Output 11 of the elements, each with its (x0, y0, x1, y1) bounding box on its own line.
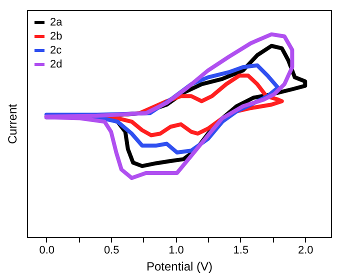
x-axis-title: Potential (V) (146, 260, 213, 274)
x-tick-label: 1.0 (168, 244, 184, 256)
x-tick-label: 0.0 (39, 244, 55, 256)
legend-label: 2b (50, 30, 62, 42)
x-tick-label: 2.0 (298, 244, 314, 256)
x-tick-label: 0.5 (104, 244, 120, 256)
legend-label: 2d (50, 58, 62, 70)
x-tick-label: 1.5 (233, 244, 249, 256)
legend-label: 2a (50, 16, 64, 28)
legend-label: 2c (50, 44, 62, 56)
y-axis-title: Current (6, 103, 20, 144)
